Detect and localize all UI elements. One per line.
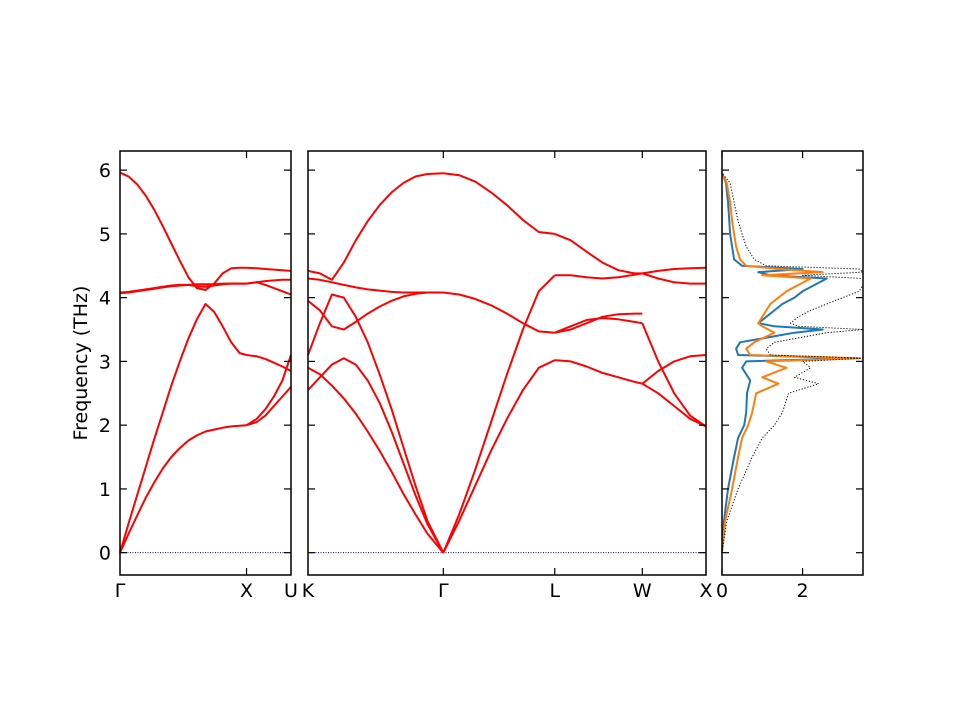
phonon-branch-1 <box>307 366 445 554</box>
x-tick-label: Γ <box>115 580 126 602</box>
phonon-branch-6 <box>442 359 556 554</box>
phonon-branch-0 <box>119 424 247 554</box>
phonon-branch-19 <box>641 272 706 285</box>
phonon-branch-9 <box>443 172 555 235</box>
phonon-branch-4 <box>307 277 444 294</box>
phonon-branch-17 <box>641 322 707 428</box>
y-tick-label: 0 <box>99 543 111 565</box>
x-tick-label: W <box>633 580 652 602</box>
phonon-branch-2 <box>307 293 445 554</box>
phonon-branch-15 <box>641 354 707 385</box>
phonon-branch-7 <box>246 354 292 372</box>
phonon-branch-8 <box>443 291 555 334</box>
phonon-branch-4 <box>119 282 247 294</box>
x-tick-label: L <box>549 580 560 602</box>
phonon-branch-5 <box>307 172 444 281</box>
y-tick-label: 6 <box>99 160 111 182</box>
y-tick-label: 3 <box>99 351 111 373</box>
phonon-branch-10 <box>554 359 643 385</box>
phonon-branch-10 <box>246 278 291 285</box>
x-tick-label: Γ <box>438 580 449 602</box>
y-tick-label: 2 <box>99 415 111 437</box>
phonon-branch-18 <box>642 266 707 275</box>
phonon-branch-3 <box>307 291 444 331</box>
x-tick-label: U <box>284 580 298 602</box>
x-tick-label: 0 <box>716 580 728 602</box>
phonon-branch-5 <box>245 354 292 427</box>
phonon-branch-14 <box>554 317 643 334</box>
axes-frame <box>307 150 707 576</box>
phonon-branch-6 <box>246 386 292 427</box>
y-tick-label: 4 <box>99 288 111 310</box>
x-tick-label: X <box>240 580 253 602</box>
phonon-branch-11 <box>554 312 643 334</box>
phonon-branch-7 <box>442 274 556 554</box>
dos-curve-1 <box>721 172 860 553</box>
y-tick-label: 5 <box>99 224 111 246</box>
axes-frame <box>721 150 864 576</box>
axes-frame <box>119 150 292 576</box>
phonon-branch-12 <box>554 272 643 280</box>
phonon-branch-3 <box>119 171 247 291</box>
x-tick-label: X <box>699 580 712 602</box>
phonon-branch-13 <box>554 232 643 275</box>
y-axis-label: Frequency (THz) <box>70 286 92 441</box>
x-tick-label: K <box>302 580 315 602</box>
y-tick-label: 1 <box>99 479 111 501</box>
phonon-branch-0 <box>307 357 445 554</box>
phonon-branch-1 <box>119 303 247 553</box>
phonon-branch-9 <box>246 266 292 272</box>
x-tick-label: 2 <box>797 580 809 602</box>
phonon-branch-16 <box>641 382 707 428</box>
